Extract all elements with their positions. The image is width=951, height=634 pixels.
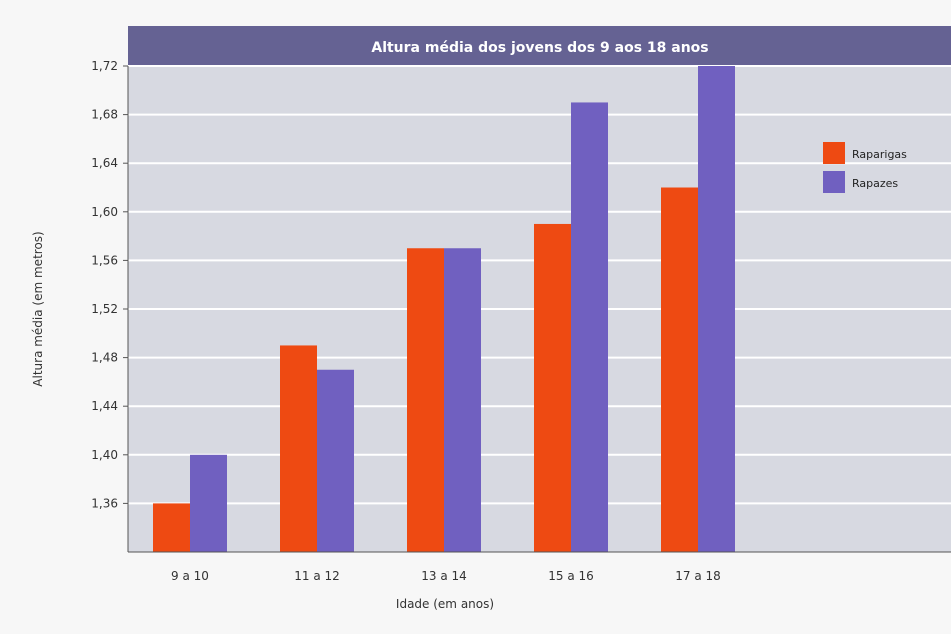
legend-swatch-raparigas bbox=[823, 142, 845, 164]
legend-swatch-rapazes bbox=[823, 171, 845, 193]
bar-rapazes-2 bbox=[317, 369, 354, 552]
x-tick-label: 9 a 10 bbox=[171, 569, 209, 583]
legend-label-rapazes: Rapazes bbox=[852, 177, 898, 190]
y-tick-label: 1,40 bbox=[91, 448, 118, 462]
y-tick-label: 1,68 bbox=[91, 108, 118, 122]
bar-rapazes-5 bbox=[698, 66, 735, 552]
bar-raparigas-3 bbox=[407, 248, 444, 552]
chart-title: Altura média dos jovens dos 9 aos 18 ano… bbox=[371, 40, 708, 56]
bar-raparigas-4 bbox=[534, 223, 571, 552]
bar-raparigas-5 bbox=[661, 187, 698, 552]
y-axis-ticks: 1,36 1,40 1,44 1,48 1,52 1,56 1,60 1,64 1,68 1,72 bbox=[91, 59, 128, 510]
bar-rapazes-1 bbox=[190, 454, 227, 552]
bar-raparigas-1 bbox=[153, 503, 190, 552]
bar-rapazes-4 bbox=[571, 102, 608, 552]
y-axis-label: Altura média (em metros) bbox=[31, 231, 45, 386]
bars bbox=[153, 66, 735, 552]
y-tick-label: 1,56 bbox=[91, 253, 118, 267]
y-tick-label: 1,60 bbox=[91, 205, 118, 219]
x-axis-label: Idade (em anos) bbox=[396, 597, 494, 611]
legend-label-raparigas: Raparigas bbox=[852, 148, 907, 161]
y-tick-label: 1,48 bbox=[91, 351, 118, 365]
chart-title-bar bbox=[128, 26, 951, 66]
bar-raparigas-2 bbox=[280, 345, 317, 552]
y-tick-label: 1,36 bbox=[91, 496, 118, 510]
y-tick-label: 1,72 bbox=[91, 59, 118, 73]
legend: Raparigas Rapazes bbox=[823, 142, 907, 193]
bar-rapazes-3 bbox=[444, 248, 481, 552]
x-axis-ticks: 9 a 10 11 a 12 13 a 14 15 a 16 17 a 18 bbox=[171, 569, 721, 583]
x-tick-label: 11 a 12 bbox=[294, 569, 340, 583]
x-tick-label: 13 a 14 bbox=[421, 569, 467, 583]
y-tick-label: 1,52 bbox=[91, 302, 118, 316]
y-tick-label: 1,64 bbox=[91, 156, 118, 170]
x-tick-label: 15 a 16 bbox=[548, 569, 594, 583]
y-tick-label: 1,44 bbox=[91, 399, 118, 413]
x-tick-label: 17 a 18 bbox=[675, 569, 721, 583]
